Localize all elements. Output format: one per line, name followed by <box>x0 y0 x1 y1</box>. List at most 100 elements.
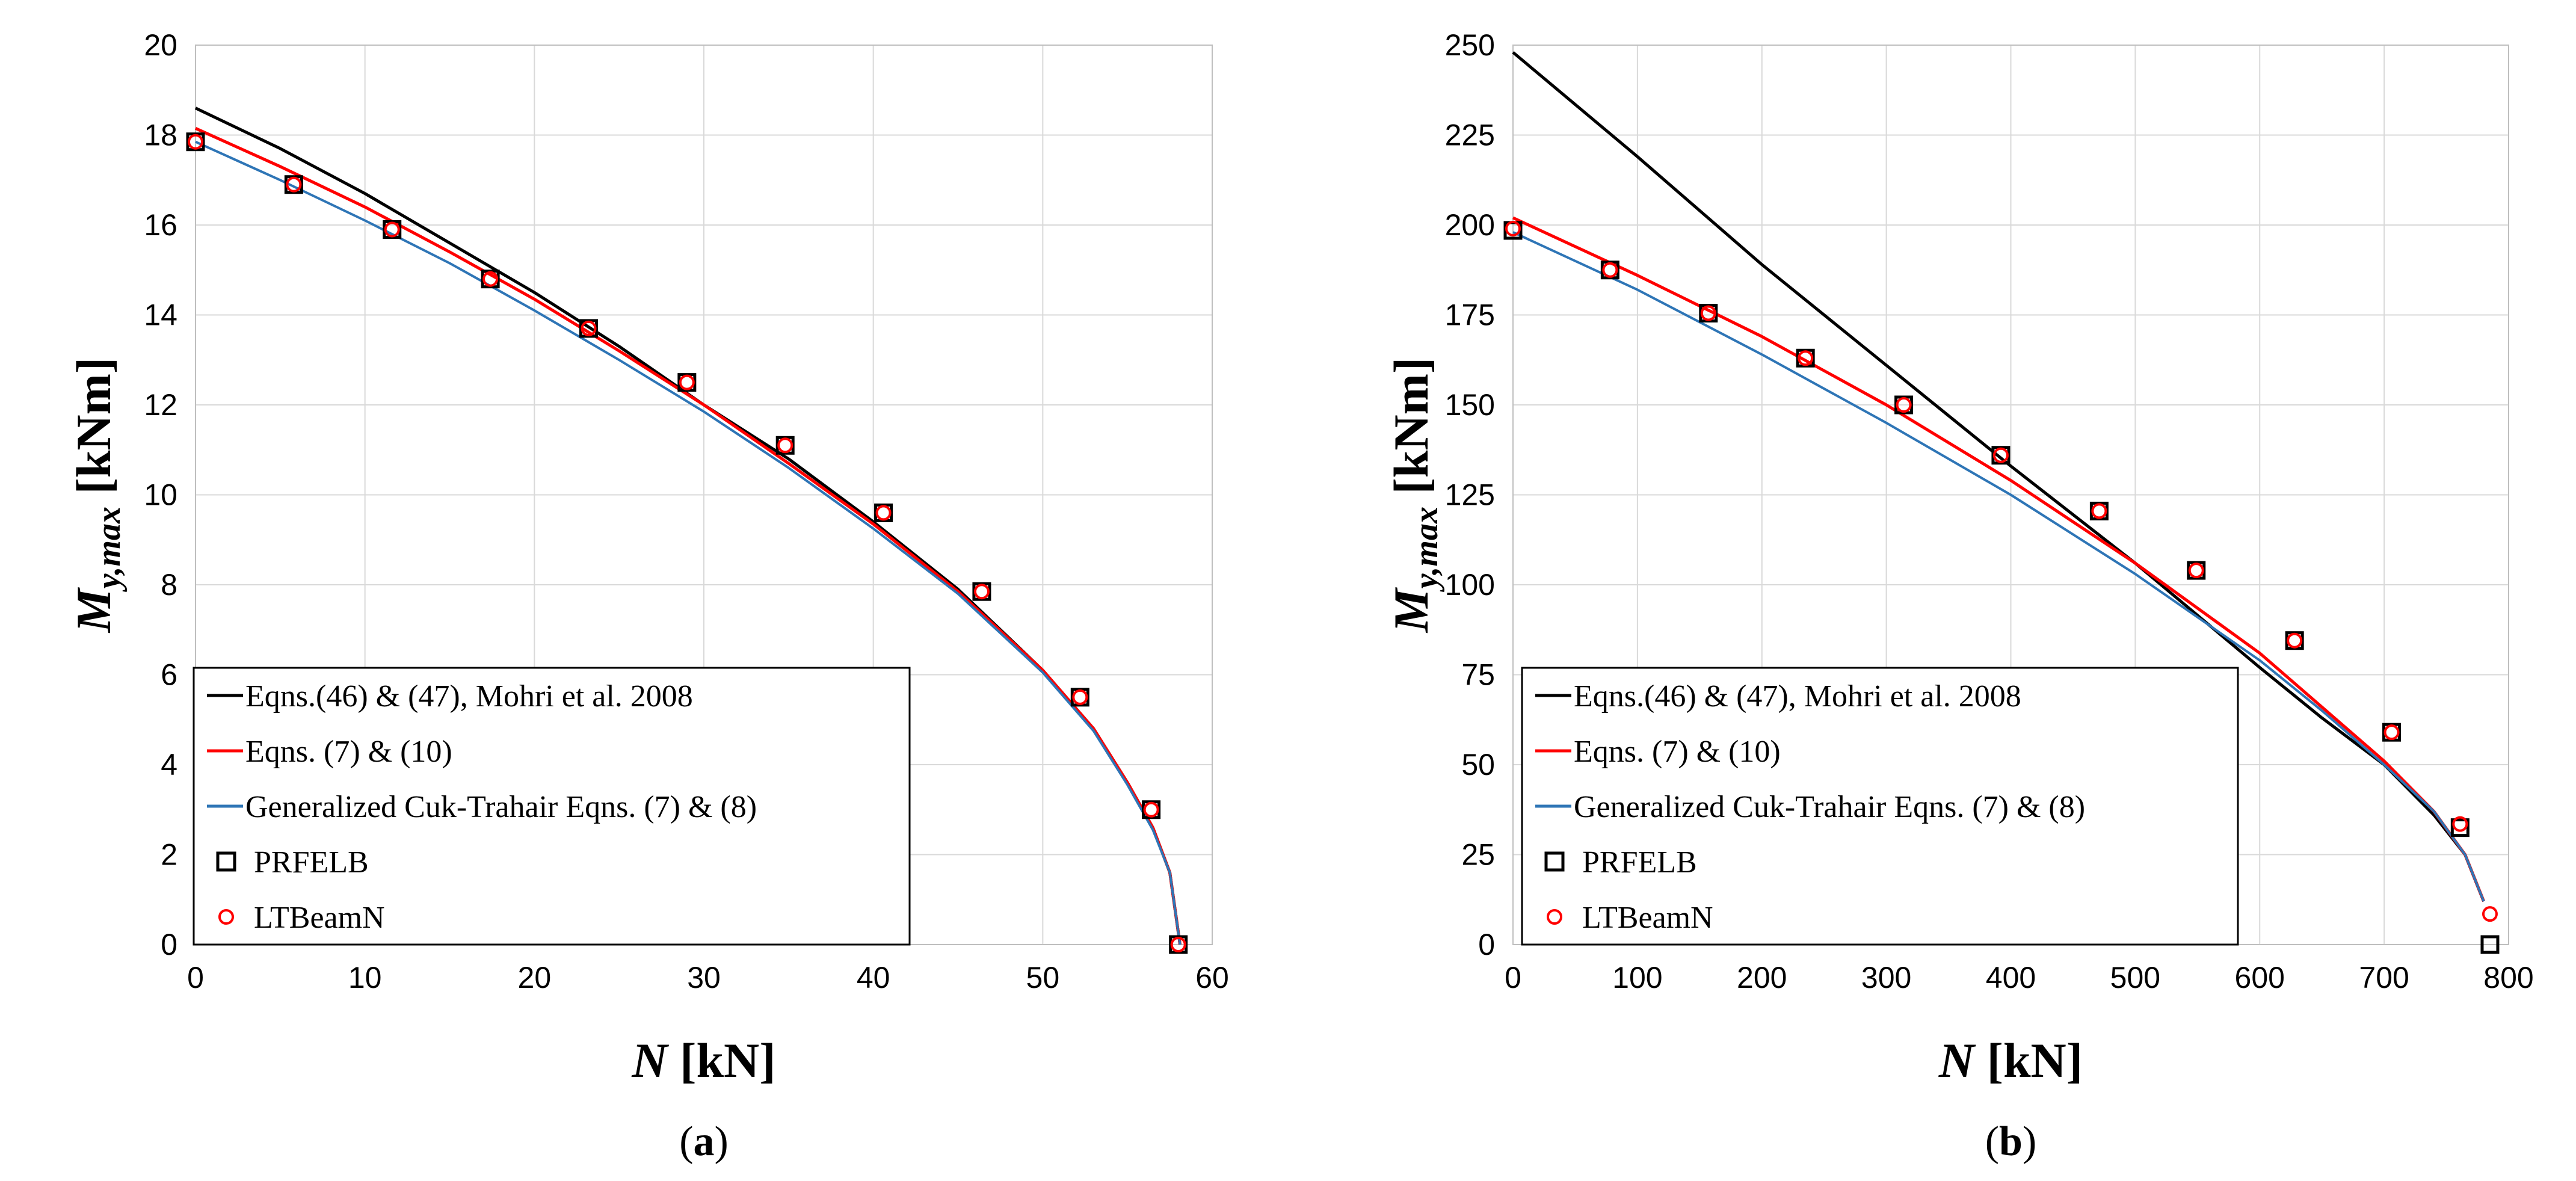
chart-a-ytick-7: 14 <box>144 298 177 332</box>
chart-b-series-eqns-46-47-mohri-et-al-2008-line <box>1512 51 2485 902</box>
chart-panel-a: 0 10 20 30 40 50 60 0 2 4 6 8 10 12 14 16 18 20 Eqns.(46)… <box>66 28 1229 1165</box>
chart-b-series-lines <box>1512 51 2485 902</box>
chart-b-series-ltbeamn-point-5 <box>1992 447 2009 463</box>
chart-b-xtick-8: 800 <box>2483 961 2533 994</box>
chart-a-series-ltbeamn-point-8 <box>973 584 990 600</box>
chart-a-series-ltbeamn-point-2 <box>384 221 400 238</box>
chart-panel-b: 0 100 200 300 400 500 600 700 800 0 25 50 75 100 125 15… <box>1288 0 2576 1181</box>
chart-b-xtick-2: 200 <box>1737 961 1787 994</box>
chart-a-xtick-2: 20 <box>518 961 552 994</box>
chart-b-ylabel: My,max [kNm] <box>1384 357 1445 634</box>
chart-b-ylabel-sub: y,max <box>1408 507 1445 592</box>
chart-a-ylabel-sub: y,max <box>90 507 128 592</box>
chart-a-series-ltbeamn-point-9 <box>1072 689 1088 705</box>
chart-b-caption-label: b <box>1999 1118 2023 1165</box>
chart-a-ytick-4: 8 <box>161 568 177 602</box>
chart-a-xtick-1: 10 <box>348 961 382 994</box>
chart-b-series-prfelb-point-11 <box>2480 935 2500 954</box>
chart-a-xlabel-space <box>668 1033 680 1088</box>
chart-a-xtick-0: 0 <box>187 961 204 994</box>
chart-b-legend-box <box>1521 667 2239 946</box>
chart-a-legend-generalized-cuk-trahair-eqns-7-8-label: Generalized Cuk-Trahair Eqns. (7) & (8) <box>245 790 757 824</box>
chart-b-tick-labels: 0 100 200 300 400 500 600 700 800 0 25 50 75 100 125 15… <box>1445 28 2534 994</box>
chart-b-legend-ltbeamn-label: LTBeamN <box>1582 901 1713 935</box>
chart-a-ylabel-var: M <box>66 587 121 634</box>
chart-a-series-generalized-cuk-trahair-eqns-7-8-line <box>195 140 1182 945</box>
chart-a-xlabel-var: N <box>631 1033 669 1088</box>
chart-b-ylabel-space <box>1384 494 1438 507</box>
chart-b-series-ltbeamn-point-11 <box>2482 906 2498 922</box>
chart-b-ytick-9: 225 <box>1445 119 1495 152</box>
chart-b-xtick-6: 600 <box>2235 961 2285 994</box>
chart-b-legend-eqns-7-10-label: Eqns. (7) & (10) <box>1574 735 1781 769</box>
chart-a-xtick-3: 30 <box>687 961 721 994</box>
chart-b-svg: 0 100 200 300 400 500 600 700 800 0 25 50 75 100 125 15… <box>1384 28 2534 1165</box>
chart-a-tick-labels: 0 10 20 30 40 50 60 0 2 4 6 8 10 12 14 16 18 20 <box>144 28 1228 994</box>
chart-a-ytick-1: 2 <box>161 838 177 872</box>
chart-b-xlabel: N [kN] <box>1938 1033 2083 1088</box>
chart-b-legend-ltbeamn-swatch <box>1547 909 1562 925</box>
chart-a-xlabel-unit: [kN] <box>680 1033 775 1088</box>
chart-b-series-ltbeamn-point-6 <box>2091 503 2107 519</box>
chart-a-legend-ltbeamn-swatch <box>218 909 234 925</box>
chart-a-legend-prfelb-swatch <box>216 851 236 872</box>
chart-b-series-ltbeamn-point-3 <box>1798 350 1814 366</box>
chart-a-caption-open: ( <box>679 1118 693 1165</box>
chart-a-series-ltbeamn-point-10 <box>1143 801 1159 818</box>
chart-a-ytick-6: 12 <box>144 388 177 422</box>
chart-a-xlabel: N [kN] <box>631 1033 775 1088</box>
chart-b-series-markers <box>1503 220 2500 954</box>
chart-b-xtick-0: 0 <box>1505 961 1521 994</box>
chart-a-ytick-10: 20 <box>144 28 177 62</box>
chart-b-ytick-10: 250 <box>1445 28 1495 62</box>
chart-a-series-ltbeamn-point-1 <box>286 176 302 193</box>
chart-a-caption: (a) <box>679 1118 729 1165</box>
chart-b-xlabel-unit: [kN] <box>1987 1033 2083 1088</box>
chart-b-ytick-5: 125 <box>1445 478 1495 512</box>
chart-a-xtick-4: 40 <box>857 961 890 994</box>
chart-b-series-ltbeamn-point-10 <box>2452 816 2468 832</box>
chart-b-xtick-3: 300 <box>1861 961 1911 994</box>
chart-b-series-prfelb-point-10 <box>2450 818 2470 837</box>
chart-b-caption: (b) <box>1985 1118 2037 1165</box>
chart-a-series-ltbeamn-point-5 <box>679 374 695 390</box>
chart-b-xlabel-var: N <box>1938 1033 1976 1088</box>
chart-a-legend-ltbeamn-label: LTBeamN <box>254 901 385 935</box>
chart-b-ytick-0: 0 <box>1478 928 1495 961</box>
chart-b-ytick-4: 100 <box>1445 568 1495 602</box>
chart-b-ytick-1: 25 <box>1461 838 1495 872</box>
chart-a-series-ltbeamn-point-7 <box>875 505 892 521</box>
chart-b-ytick-2: 50 <box>1461 748 1495 782</box>
chart-a-ylabel-space <box>66 494 121 507</box>
chart-b-legend-eqns-46-47-mohri-et-al-2008-label: Eqns.(46) & (47), Mohri et al. 2008 <box>1574 679 2021 714</box>
chart-a-series-ltbeamn-point-3 <box>482 271 499 287</box>
chart-b-legend-generalized-cuk-trahair-eqns-7-8-label: Generalized Cuk-Trahair Eqns. (7) & (8) <box>1574 790 2085 824</box>
chart-b-legend-prfelb-label: PRFELB <box>1582 845 1697 880</box>
chart-b-legend: Eqns.(46) & (47), Mohri et al. 2008 Eqns.… <box>1521 667 2239 946</box>
chart-a-ytick-0: 0 <box>161 928 177 961</box>
chart-a-ytick-2: 4 <box>161 748 177 782</box>
chart-a-xtick-6: 60 <box>1195 961 1229 994</box>
chart-b-ytick-7: 175 <box>1445 298 1495 332</box>
chart-a-series-lines <box>194 106 1182 945</box>
chart-a-series-ltbeamn-point-0 <box>188 134 203 150</box>
chart-a-legend-box <box>193 667 911 946</box>
chart-a-series-ltbeamn-point-4 <box>581 320 597 336</box>
chart-a-legend-eqns-7-10-label: Eqns. (7) & (10) <box>245 735 452 769</box>
chart-a-legend-prfelb-label: PRFELB <box>254 845 369 880</box>
chart-b-series-ltbeamn-point-1 <box>1602 262 1618 278</box>
chart-a-ylabel-unit: [kNm] <box>66 357 121 495</box>
chart-a-series-ltbeamn-point-6 <box>777 437 793 454</box>
chart-a-ytick-3: 6 <box>161 658 177 692</box>
chart-b-xtick-5: 500 <box>2110 961 2160 994</box>
chart-a-ytick-9: 18 <box>144 119 177 152</box>
chart-b-legend-prfelb-swatch <box>1544 851 1565 872</box>
chart-b-caption-open: ( <box>1985 1118 1999 1165</box>
chart-a-ytick-8: 16 <box>144 208 177 242</box>
chart-b-ylabel-unit: [kNm] <box>1384 357 1438 495</box>
chart-b-xtick-1: 100 <box>1612 961 1662 994</box>
chart-b-series-ltbeamn-point-8 <box>2287 632 2303 649</box>
chart-a-caption-label: a <box>694 1118 715 1165</box>
chart-a-series-markers <box>186 132 1188 954</box>
chart-a-legend: Eqns.(46) & (47), Mohri et al. 2008 Eqns.… <box>193 667 911 946</box>
